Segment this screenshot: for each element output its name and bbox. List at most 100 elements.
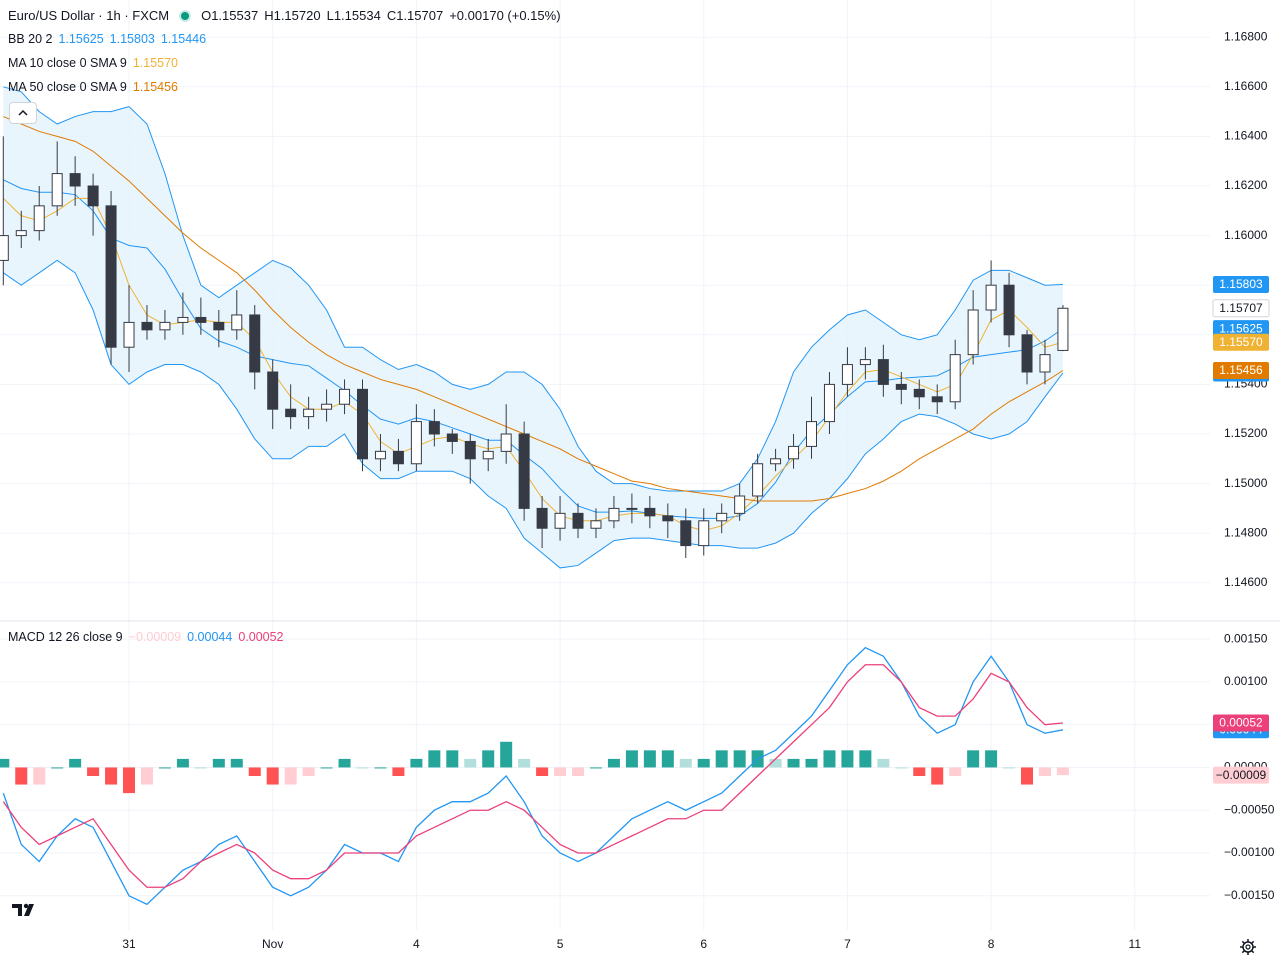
- price-badge-label: 1.15625: [1219, 321, 1263, 335]
- candle-body: [590, 520, 602, 529]
- y-tick-label: −0.00050: [1224, 802, 1275, 816]
- histogram-bar: [985, 750, 998, 768]
- candle-body: [554, 512, 566, 529]
- y-tick-label: 1.16800: [1224, 29, 1268, 43]
- histogram-bar: [877, 758, 890, 768]
- indicator-line: [3, 116, 1064, 502]
- histogram-bar: [643, 750, 656, 768]
- candle-body: [572, 512, 584, 529]
- candle-body: [87, 185, 99, 207]
- histogram-bar: [230, 758, 243, 768]
- candle-body: [446, 433, 458, 442]
- histogram-bar: [105, 767, 118, 785]
- x-tick-label: 8: [988, 937, 995, 951]
- candle-body: [123, 321, 135, 348]
- legend-values: 1.15570: [133, 56, 178, 70]
- candle-body: [249, 314, 261, 373]
- candle-body: [806, 421, 817, 447]
- legend-value: 1.15570: [132, 56, 178, 70]
- legend-value: 0.00052: [238, 630, 284, 644]
- y-tick-label: 1.16400: [1224, 129, 1268, 143]
- indicator-line: [3, 86, 1063, 492]
- histogram-bar: [482, 750, 495, 768]
- candle-body: [536, 507, 548, 529]
- candle-body: [69, 173, 81, 187]
- candle-body: [877, 359, 889, 385]
- y-tick-label: −0.00100: [1224, 845, 1275, 859]
- histogram-bar: [589, 767, 602, 769]
- histogram-bar: [536, 767, 549, 776]
- ohlc-readout: O1.15537 H1.15720 L1.15534 C1.15707 +0.00170…: [201, 8, 560, 23]
- candle-body: [195, 316, 207, 323]
- settings-icon[interactable]: [1238, 937, 1258, 957]
- legend-row: MA 50 close 0 SMA 9 1.15456: [8, 80, 178, 94]
- histogram-bar: [33, 767, 46, 785]
- price-badge: [1212, 299, 1270, 318]
- x-tick-label: Nov: [262, 937, 283, 951]
- price-badge-label: 1.15707: [1219, 301, 1263, 315]
- candle-body: [1057, 307, 1069, 351]
- legend-name: MACD 12 26 close 9: [8, 630, 123, 644]
- candle-body: [267, 371, 279, 410]
- candle-body: [841, 364, 853, 385]
- histogram-bar: [1056, 767, 1069, 776]
- candle-body: [626, 507, 638, 510]
- y-tick-label: 1.16600: [1224, 79, 1268, 93]
- histogram-bar: [805, 758, 818, 768]
- price-badge-label: 0.00052: [1219, 716, 1263, 730]
- candle-body: [159, 321, 171, 331]
- y-tick-label: 1.15200: [1224, 426, 1268, 440]
- market-status: [179, 9, 192, 22]
- y-tick-label: 1.14600: [1224, 575, 1268, 589]
- candle-body: [33, 205, 45, 232]
- legend-name: MA 50 close 0 SMA 9: [8, 80, 127, 94]
- candle-body: [985, 284, 997, 311]
- candle-body: [213, 321, 225, 331]
- legend-row: MACD 12 26 close 9 −0.00009 0.00044 0.00052: [8, 630, 284, 644]
- candle-body: [967, 309, 979, 356]
- candle-body: [949, 354, 961, 403]
- ohlc-value: C1.15707: [386, 8, 444, 23]
- header: Euro/US Dollar · 1h · FXCM O1.15537 H1.15…: [8, 8, 561, 23]
- x-tick-label: 7: [844, 937, 851, 951]
- candle-body: [716, 512, 728, 522]
- histogram-bar: [158, 767, 171, 769]
- legend-name: MA 10 close 0 SMA 9: [8, 56, 127, 70]
- histogram-bar: [949, 767, 962, 776]
- y-tick-label: 1.15000: [1224, 476, 1268, 490]
- y-tick-label: 0.00100: [1224, 674, 1268, 688]
- histogram-bar: [302, 767, 315, 776]
- candle-body: [734, 495, 746, 514]
- candle-body: [662, 515, 674, 522]
- histogram-bar: [787, 758, 800, 768]
- tv-logo: [12, 903, 34, 916]
- y-tick-label: 1.16000: [1224, 228, 1268, 242]
- candle-body: [482, 450, 494, 460]
- legend-value: 0.00044: [187, 630, 233, 644]
- candle-body: [105, 205, 117, 348]
- histogram-bar: [625, 750, 638, 768]
- legend-value: 1.15446: [160, 32, 207, 46]
- candle-body: [931, 396, 943, 403]
- histogram-bar: [554, 767, 567, 776]
- legend-value: 1.15625: [58, 32, 104, 46]
- ohlc-value: O1.15537: [201, 8, 259, 23]
- histogram-bar: [895, 767, 908, 769]
- candle-body: [303, 408, 315, 418]
- candle-body: [698, 520, 710, 547]
- collapse-button[interactable]: [9, 102, 37, 124]
- histogram-bar: [823, 750, 836, 768]
- histogram-bar: [679, 758, 692, 768]
- histogram-bar: [338, 758, 351, 768]
- price-badge-label: −0.00009: [1216, 768, 1267, 782]
- x-tick-label: 31: [122, 937, 136, 951]
- candle-body: [339, 388, 351, 405]
- candle-body: [51, 173, 63, 207]
- x-tick-label: 6: [700, 937, 707, 951]
- histogram-bar: [697, 758, 710, 768]
- histogram-bar: [1038, 767, 1051, 776]
- candle-body: [410, 421, 422, 465]
- legend-values: 1.15456: [133, 80, 178, 94]
- candle-body: [1021, 334, 1033, 373]
